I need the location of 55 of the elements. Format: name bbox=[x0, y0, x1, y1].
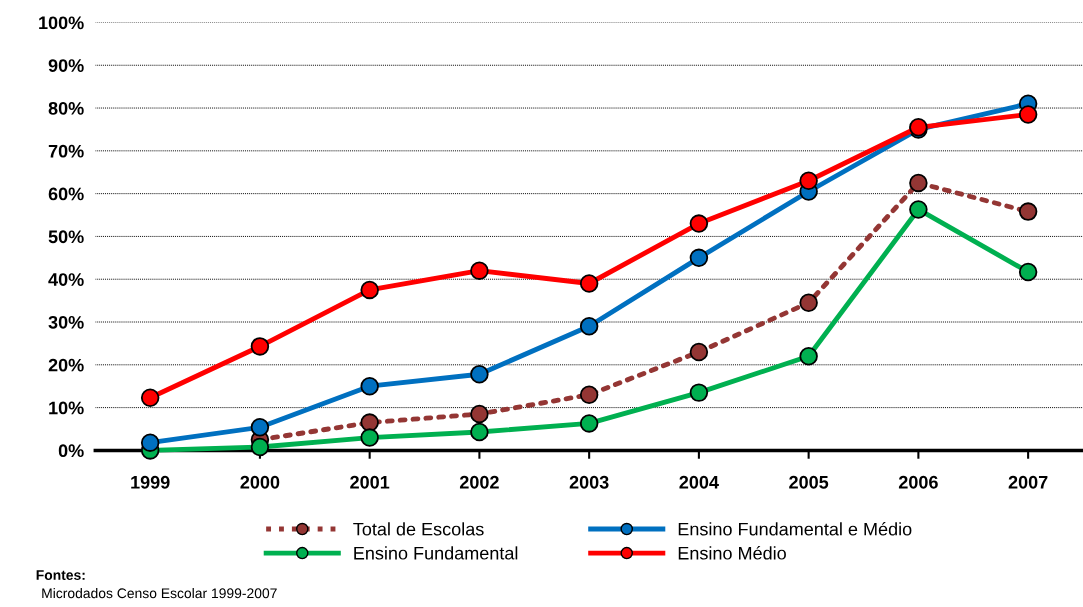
point bbox=[689, 248, 709, 268]
point bbox=[579, 274, 599, 293]
point bbox=[250, 418, 270, 437]
x-tick-label: 2003 bbox=[569, 475, 609, 489]
x-tick-label: 2002 bbox=[459, 475, 499, 489]
y-tick-label: 20% bbox=[48, 358, 84, 372]
point bbox=[470, 261, 489, 280]
y-tick-label: 40% bbox=[48, 273, 84, 286]
y-tick-label: 70% bbox=[48, 144, 84, 158]
x-tick-label: 2005 bbox=[789, 475, 829, 489]
y-tick-label: 100% bbox=[39, 16, 84, 30]
point bbox=[470, 404, 489, 424]
point bbox=[579, 317, 599, 336]
point bbox=[360, 376, 379, 396]
point bbox=[360, 413, 379, 432]
point bbox=[140, 433, 160, 452]
point bbox=[1018, 262, 1038, 282]
point bbox=[799, 171, 818, 191]
y-tick-label: 0% bbox=[58, 444, 84, 458]
x-tick-label: 2000 bbox=[240, 475, 280, 489]
point bbox=[909, 200, 928, 219]
text: Microdados Censo Escolar 1999-2007 bbox=[42, 587, 277, 599]
point bbox=[689, 214, 709, 233]
legend-label: Ensino Fundamental e Médio bbox=[678, 522, 912, 536]
y-tick-label: 90% bbox=[48, 59, 84, 72]
y-tick-label: 30% bbox=[48, 315, 84, 329]
legend-label: Ensino Médio bbox=[678, 546, 786, 560]
point bbox=[579, 385, 599, 405]
x-tick-label: 2006 bbox=[898, 475, 938, 489]
legend-label: Ensino Fundamental bbox=[354, 546, 518, 560]
point bbox=[799, 293, 818, 312]
y-tick-label: 50% bbox=[48, 230, 84, 244]
point bbox=[250, 337, 270, 356]
text: Fontes: bbox=[36, 570, 85, 580]
x-tick-label: 2007 bbox=[1008, 475, 1048, 489]
x-tick-label: 2001 bbox=[350, 475, 390, 489]
point bbox=[689, 383, 709, 402]
point bbox=[470, 364, 489, 384]
legend-label: Total de Escolas bbox=[353, 522, 484, 536]
point bbox=[360, 428, 379, 447]
point bbox=[1018, 202, 1038, 221]
point bbox=[470, 422, 489, 442]
point bbox=[140, 388, 160, 407]
point bbox=[799, 347, 818, 366]
point bbox=[360, 280, 379, 300]
y-tick-label: 80% bbox=[48, 101, 84, 115]
point bbox=[1018, 105, 1038, 124]
x-tick-label: 2004 bbox=[679, 475, 719, 489]
point bbox=[579, 414, 599, 433]
y-tick-label: 10% bbox=[49, 401, 84, 415]
x-tick-label: 1999 bbox=[131, 475, 170, 489]
point bbox=[689, 342, 709, 362]
y-tick-label: 60% bbox=[48, 187, 84, 201]
point bbox=[250, 437, 270, 457]
point bbox=[909, 173, 928, 193]
